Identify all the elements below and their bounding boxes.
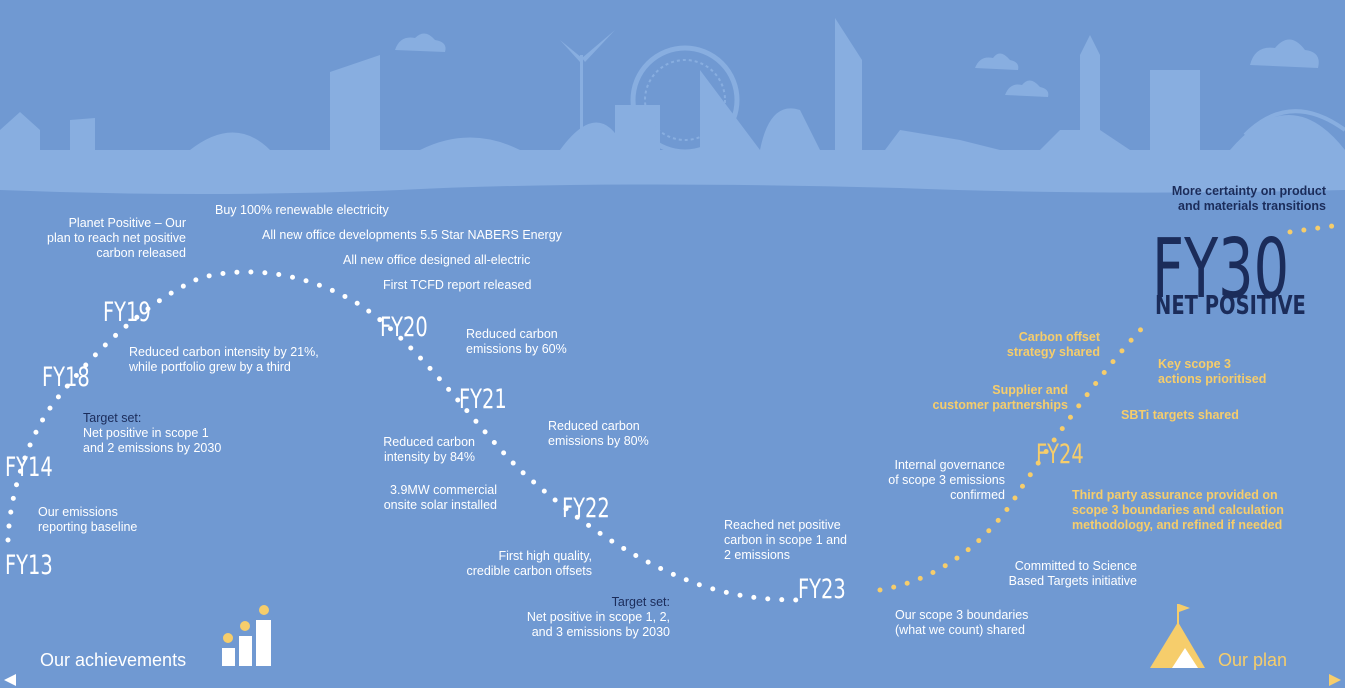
arrow-left — [4, 674, 16, 686]
note-line: Reduced carbon — [548, 419, 640, 433]
note-line: Planet Positive – Our — [68, 216, 186, 230]
note-line: Our emissions — [38, 505, 118, 519]
note: Supplier and customer partnerships — [933, 383, 1068, 413]
note-line: Reduced carbon — [466, 327, 558, 341]
net-positive: NET POSITIVE — [1155, 291, 1306, 321]
note-line: Reduced carbon intensity by 21%, — [129, 345, 319, 359]
note-line: Carbon offset — [1018, 330, 1100, 344]
note: Carbon offset strategy shared — [1007, 330, 1100, 360]
note: Key scope 3 actions prioritised — [1158, 357, 1266, 387]
note-line: SBTi targets shared — [1121, 408, 1239, 422]
note-line: and 2 emissions by 2030 — [83, 441, 222, 455]
note-line: Net positive in scope 1 — [83, 426, 209, 440]
year-label: FY20 — [380, 312, 428, 343]
note: Committed to Science Based Targets initia… — [1009, 559, 1137, 589]
note: SBTi targets shared — [1121, 408, 1239, 423]
note-line: and materials transitions — [1178, 199, 1326, 213]
note-line: Committed to Science — [1014, 559, 1137, 573]
note-line: actions prioritised — [1158, 372, 1267, 386]
plan-dots — [877, 222, 1343, 593]
year-label: FY24 — [1036, 439, 1084, 470]
note: Our emissions reporting baseline — [38, 505, 137, 535]
note-line: Internal governance — [894, 458, 1006, 472]
year-label: FY14 — [5, 452, 53, 483]
note-line: confirmed — [950, 488, 1005, 502]
note-line: First high quality, — [498, 549, 592, 563]
year-label: FY18 — [42, 362, 90, 393]
note-line: Reached net positive — [724, 518, 841, 532]
note-line: 3.9MW commercial — [390, 483, 497, 497]
note-line: reporting baseline — [38, 520, 138, 534]
note-line: (what we count) shared — [895, 623, 1025, 637]
note-line: 2 emissions — [724, 548, 790, 562]
note-line: Target set: — [611, 595, 670, 609]
note-line: emissions by 80% — [548, 434, 649, 448]
path-dots — [5, 269, 803, 603]
legend-plan: Our plan — [1218, 650, 1288, 670]
note-line: customer partnerships — [932, 398, 1068, 412]
achievements-icon — [222, 620, 271, 666]
year-label: FY13 — [5, 550, 53, 581]
year-label: FY23 — [798, 574, 846, 605]
note-line: scope 3 boundaries and calculation — [1072, 503, 1284, 517]
note: Our scope 3 boundaries (what we count) sh… — [895, 608, 1028, 638]
note-line: credible carbon offsets — [466, 564, 592, 578]
note: All new office designed all-electric — [343, 253, 530, 268]
note-line: while portfolio grew by a third — [129, 360, 291, 374]
skyline — [0, 18, 1345, 194]
note: Target set: Net positive in scope 1, 2, an… — [527, 595, 670, 640]
year-label: FY22 — [562, 493, 610, 524]
note-line: of scope 3 emissions — [888, 473, 1005, 487]
note: Reduced carbon intensity by 21%, while po… — [129, 345, 319, 375]
note-line: carbon in scope 1 and — [724, 533, 848, 547]
arrow-right — [1329, 674, 1341, 686]
note-line: Based Targets initiative — [1008, 574, 1137, 588]
note-line: onsite solar installed — [383, 498, 497, 512]
note-line: More certainty on product — [1171, 184, 1326, 198]
note: 3.9MW commercial onsite solar installed — [384, 483, 497, 513]
note-line: Our scope 3 boundaries — [895, 608, 1029, 622]
note-line: intensity by 84% — [383, 450, 475, 464]
plan-icon — [1150, 604, 1205, 668]
note: More certainty on product and materials t… — [1172, 184, 1326, 214]
note: First high quality, credible carbon offse… — [466, 549, 592, 579]
note-line: Net positive in scope 1, 2, — [526, 610, 670, 624]
note: Reached net positive carbon in scope 1 an… — [724, 518, 847, 563]
note: Reduced carbon emissions by 60% — [466, 327, 567, 357]
note-line: plan to reach net positive — [47, 231, 186, 245]
legend-achievements: Our achievements — [40, 650, 187, 670]
note-line: methodology, and refined if needed — [1072, 518, 1283, 532]
note-line: First TCFD report released — [383, 278, 532, 292]
note: Buy 100% renewable electricity — [215, 203, 389, 218]
note: Reduced carbon intensity by 84% — [383, 435, 475, 465]
note-line: Reduced carbon — [383, 435, 475, 449]
note-line: Key scope 3 — [1158, 357, 1231, 371]
note-line: Target set: — [83, 411, 142, 425]
note-line: Supplier and — [992, 383, 1068, 397]
note: Third party assurance provided on scope 3… — [1072, 488, 1284, 533]
note-line: carbon released — [96, 246, 186, 260]
note: All new office developments 5.5 Star NAB… — [262, 228, 562, 243]
year-label: FY30 — [1152, 222, 1290, 317]
note: Planet Positive – Our plan to reach net p… — [47, 216, 186, 261]
note-line: strategy shared — [1006, 345, 1100, 359]
note: Internal governance of scope 3 emissions c… — [888, 458, 1005, 503]
year-label: FY21 — [459, 384, 507, 415]
note-line: Third party assurance provided on — [1072, 488, 1278, 502]
note: Reduced carbon emissions by 80% — [548, 419, 649, 449]
note: Target set: Net positive in scope 1 and 2 … — [83, 411, 221, 456]
year-label: FY19 — [103, 297, 151, 328]
note-line: emissions by 60% — [466, 342, 567, 356]
note-line: All new office developments 5.5 Star NAB… — [262, 228, 562, 242]
note-line: All new office designed all-electric — [343, 253, 531, 267]
stars — [223, 605, 269, 643]
note-line: and 3 emissions by 2030 — [531, 625, 670, 639]
note-line: Buy 100% renewable electricity — [215, 203, 389, 217]
note: First TCFD report released — [383, 278, 531, 293]
